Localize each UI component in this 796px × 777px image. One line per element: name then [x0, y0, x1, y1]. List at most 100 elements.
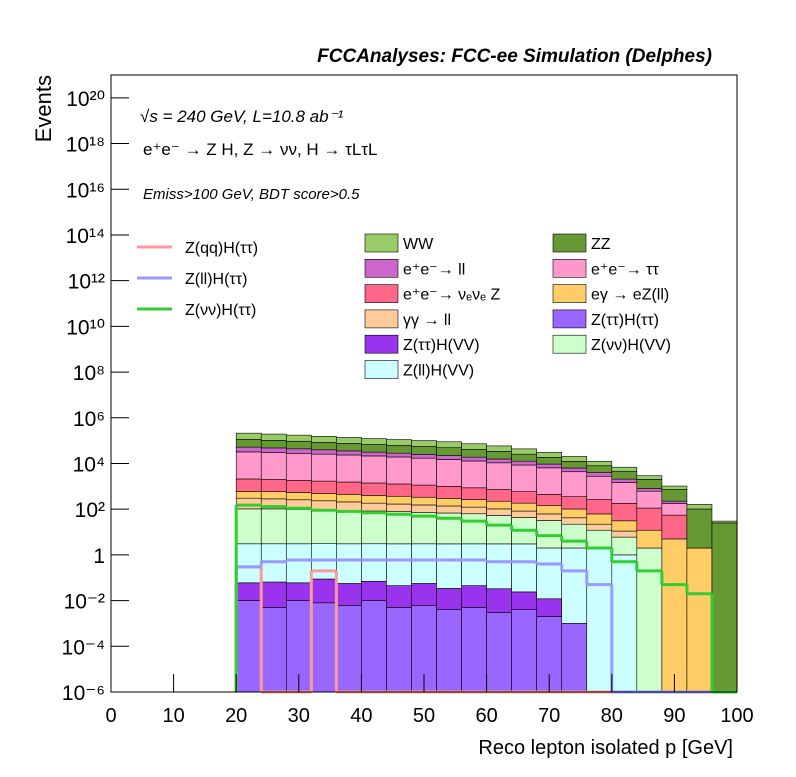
y-axis-label: Events [31, 75, 56, 142]
histogram-bar [311, 602, 337, 693]
histogram-bar [411, 440, 437, 447]
histogram-bar [285, 448, 312, 454]
histogram-bar [436, 447, 462, 456]
histogram-bar [411, 457, 437, 486]
x-tick-label: 80 [601, 705, 623, 727]
y-tick-label: 10¹² [68, 271, 105, 294]
histogram-bar [361, 451, 387, 457]
histogram-bar [260, 508, 287, 545]
legend-label: ZZ [591, 236, 611, 253]
histogram-bar [336, 481, 362, 495]
y-tick-label: 10⁻² [64, 591, 105, 614]
histogram-bar [486, 612, 512, 693]
histogram-bar [661, 500, 688, 504]
histogram-bar [511, 453, 537, 462]
histogram-bar [260, 452, 287, 480]
histogram-bar [411, 496, 437, 506]
histogram-bar [711, 520, 738, 524]
histogram-bar [235, 451, 262, 480]
histogram-bar [686, 504, 713, 510]
histogram-bar [361, 502, 387, 512]
histogram-bar [411, 454, 437, 459]
histogram-bar [511, 502, 537, 512]
histogram-bar [311, 453, 337, 482]
plot-area [234, 432, 738, 694]
histogram-bar [285, 479, 312, 493]
histogram-bar [536, 463, 563, 469]
histogram-bar [486, 515, 512, 545]
histogram-bar [461, 499, 487, 508]
histogram-bar [611, 466, 638, 472]
histogram-bar [285, 453, 312, 481]
histogram-bar [461, 513, 487, 545]
histogram-bar [536, 505, 563, 515]
histogram-bar [461, 487, 487, 500]
histogram-bar [661, 514, 688, 540]
histogram-bar [461, 460, 487, 489]
histogram-bar [285, 440, 312, 450]
histogram-bar [411, 484, 437, 498]
histogram-bar [336, 443, 362, 452]
histogram-bar [636, 475, 663, 480]
histogram-bar [636, 529, 663, 549]
histogram-bar [386, 456, 412, 485]
legend-label: Z(νν)H(ττ) [185, 302, 256, 319]
histogram-bar [235, 432, 262, 440]
histogram-bar [285, 582, 312, 601]
histogram-bar [511, 591, 537, 610]
histogram-bar [436, 543, 462, 589]
histogram-bar [260, 491, 287, 500]
histogram-bar [511, 543, 537, 593]
histogram-bar [561, 508, 588, 519]
legend-label: e⁺e⁻→ νₑνₑ Z [403, 287, 500, 304]
y-tick-label: 1 [93, 545, 105, 568]
histogram-bar [486, 462, 512, 490]
histogram-bar [235, 508, 262, 545]
histogram-bar [311, 449, 337, 455]
histogram-bar [586, 465, 613, 473]
legend-swatch [364, 233, 399, 253]
histogram-bar [511, 491, 537, 504]
histogram-bar [611, 530, 638, 538]
histogram-bar [285, 434, 312, 442]
histogram-bar [486, 458, 512, 464]
legend-label: Z(qq)H(ττ) [185, 240, 258, 257]
histogram-bar [411, 583, 437, 606]
histogram-bar [235, 478, 262, 492]
histogram-bar [436, 588, 462, 610]
histogram-bar [411, 504, 437, 513]
chart-title: FCCAnalyses: FCC-ee Simulation (Delphes) [317, 46, 712, 67]
histogram-bar [536, 547, 563, 600]
histogram-bar [561, 517, 588, 525]
histogram-bar [361, 600, 387, 693]
legend-swatch [364, 258, 399, 278]
legend-label: eγ → eZ(ll) [591, 287, 669, 304]
histogram-bar [311, 441, 337, 451]
histogram-bar [436, 498, 462, 507]
histogram-bar [311, 578, 337, 604]
histogram-bar [511, 448, 537, 455]
legend-label: e⁺e⁻→ ll [403, 261, 465, 278]
histogram-bar [486, 588, 512, 613]
histogram-bar [611, 502, 638, 522]
y-tick-label: 10⁴ [73, 453, 105, 476]
histogram-bar [611, 478, 638, 483]
histogram-bar [486, 489, 512, 502]
histogram-bar [436, 486, 462, 499]
histogram-bar [436, 441, 462, 449]
histogram-bar [336, 583, 362, 606]
histogram-bar [586, 513, 613, 525]
histogram-bar [361, 482, 387, 496]
histogram-bar [511, 460, 537, 466]
x-tick-label: 30 [288, 705, 310, 727]
x-axis-label: Reco lepton isolated p [GeV] [478, 737, 733, 759]
legend-label: WW [403, 236, 434, 253]
histogram-bar [586, 547, 613, 693]
histogram-bar [386, 607, 412, 693]
histogram-bar [411, 543, 437, 584]
histogram-bar [586, 529, 613, 549]
histogram-bar [235, 600, 262, 693]
y-tick-label: 10⁻⁴ [62, 636, 105, 659]
histogram-bar [461, 607, 487, 693]
